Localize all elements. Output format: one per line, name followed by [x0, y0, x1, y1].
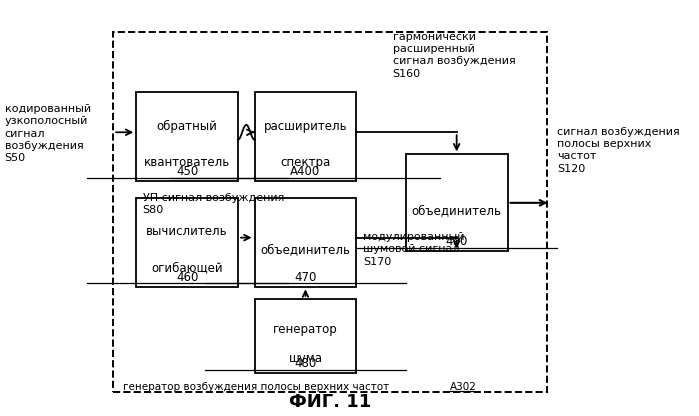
Text: генератор возбуждения полосы верхних частот: генератор возбуждения полосы верхних час…: [123, 382, 389, 392]
Text: квантователь: квантователь: [144, 156, 230, 169]
Text: ФИГ. 11: ФИГ. 11: [289, 393, 371, 411]
Text: 470: 470: [294, 270, 317, 284]
Text: огибающей: огибающей: [151, 262, 223, 275]
Text: обратный: обратный: [157, 120, 217, 133]
Text: УП сигнал возбуждения
S80: УП сигнал возбуждения S80: [143, 193, 284, 215]
Text: модулированный
шумовой сигнал
S170: модулированный шумовой сигнал S170: [363, 232, 464, 267]
Bar: [405, 154, 507, 251]
Text: A302: A302: [449, 382, 477, 392]
Bar: [254, 198, 356, 287]
Text: спектра: спектра: [280, 156, 331, 169]
Text: сигнал возбуждения
полосы верхних
частот
S120: сигнал возбуждения полосы верхних частот…: [557, 126, 679, 174]
Text: 460: 460: [176, 270, 199, 284]
Bar: [136, 92, 238, 181]
Bar: [254, 299, 356, 373]
Text: 480: 480: [294, 357, 317, 370]
Text: расширитель: расширитель: [264, 120, 347, 133]
Text: шума: шума: [289, 352, 322, 365]
Text: объединитель: объединитель: [412, 204, 502, 217]
Text: A400: A400: [290, 165, 321, 178]
Text: кодированный
узкополосный
сигнал
возбуждения
S50: кодированный узкополосный сигнал возбужд…: [5, 104, 91, 163]
Text: 490: 490: [445, 235, 468, 248]
Text: объединитель: объединитель: [261, 243, 350, 256]
Bar: [254, 92, 356, 181]
Text: вычислитель: вычислитель: [146, 225, 228, 238]
Text: гармонически
расширенный
сигнал возбуждения
S160: гармонически расширенный сигнал возбужде…: [393, 32, 515, 79]
Bar: [113, 32, 547, 392]
Text: генератор: генератор: [273, 323, 338, 336]
Text: 450: 450: [176, 165, 199, 178]
Bar: [136, 198, 238, 287]
